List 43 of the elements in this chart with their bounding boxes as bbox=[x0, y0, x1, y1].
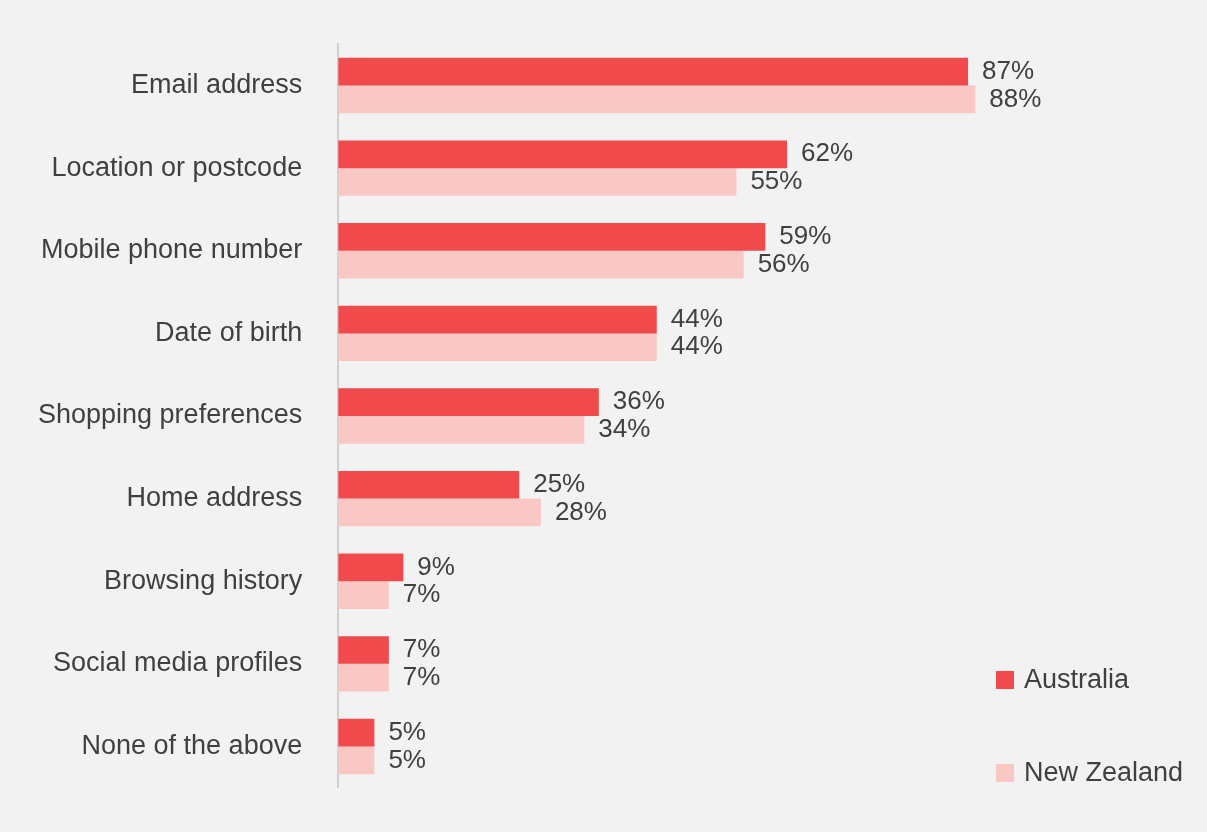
bar bbox=[338, 416, 585, 444]
bar bbox=[338, 168, 737, 196]
data-label: 34% bbox=[598, 413, 651, 444]
bar bbox=[338, 333, 657, 362]
bar bbox=[338, 305, 657, 334]
data-label: 28% bbox=[554, 495, 607, 526]
data-label: 87% bbox=[982, 54, 1035, 85]
data-label: 7% bbox=[402, 578, 441, 609]
data-label: 9% bbox=[417, 550, 455, 581]
data-label: 62% bbox=[801, 137, 854, 168]
bar bbox=[338, 553, 404, 582]
y-tick-label: Social media profiles bbox=[53, 647, 303, 678]
bar bbox=[338, 663, 389, 692]
y-tick-label: Shopping preferences bbox=[38, 399, 303, 430]
legend-label: New Zealand bbox=[1023, 757, 1183, 788]
y-tick-label: Browsing history bbox=[104, 564, 303, 595]
data-label: 55% bbox=[750, 165, 803, 196]
data-label: 36% bbox=[612, 385, 665, 416]
legend-label: Australia bbox=[1023, 664, 1129, 695]
data-label: 44% bbox=[670, 302, 723, 333]
data-label: 25% bbox=[533, 467, 586, 498]
y-tick-label: Mobile phone number bbox=[41, 234, 303, 265]
bar bbox=[338, 470, 520, 499]
data-label: 5% bbox=[388, 743, 426, 774]
bar bbox=[338, 718, 375, 747]
bar bbox=[338, 746, 375, 775]
bar bbox=[338, 581, 389, 609]
y-tick-label: Location or postcode bbox=[51, 151, 303, 182]
y-tick-label: None of the above bbox=[81, 729, 303, 760]
bar bbox=[338, 250, 744, 279]
data-label: 88% bbox=[989, 82, 1042, 113]
bar bbox=[338, 57, 969, 86]
y-tick-label: Email address bbox=[131, 68, 303, 99]
bar bbox=[338, 223, 766, 251]
bar bbox=[338, 388, 599, 416]
data-label: 5% bbox=[388, 715, 426, 746]
bar bbox=[338, 85, 976, 114]
bar bbox=[338, 140, 788, 169]
data-label: 44% bbox=[670, 330, 723, 361]
bar bbox=[338, 636, 389, 664]
bar bbox=[338, 498, 541, 527]
y-tick-label: Home address bbox=[126, 482, 303, 513]
y-tick-label: Date of birth bbox=[155, 316, 303, 347]
